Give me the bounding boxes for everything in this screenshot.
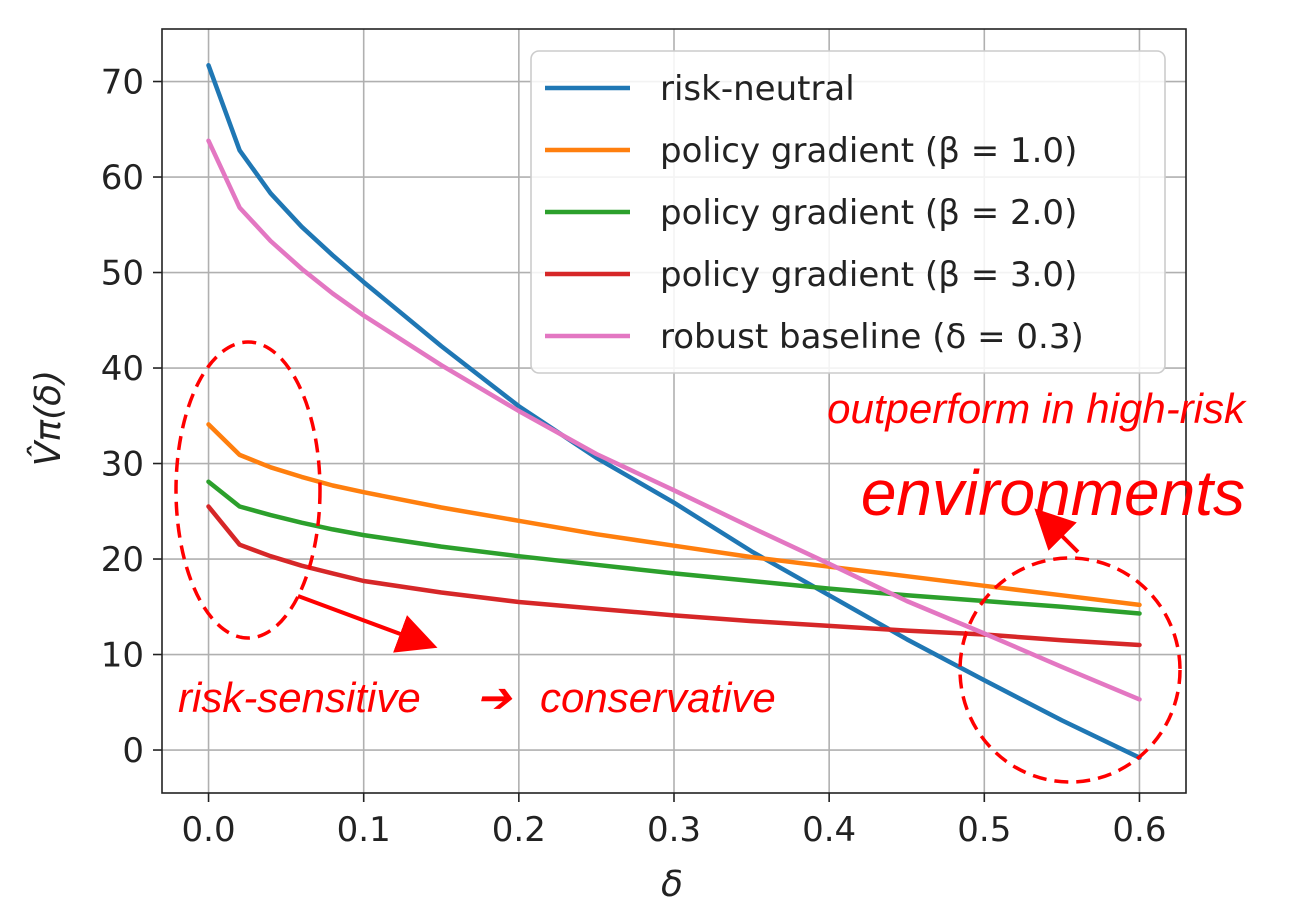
legend-label: policy gradient (β = 2.0) — [660, 193, 1077, 233]
annotation-outperform: outperform in high-risk — [827, 385, 1247, 432]
ticks: 0.0 0.1 0.2 0.3 0.4 0.5 0.6 0 10 20 30 40 50 60 70 — [101, 63, 1167, 850]
y-tick-label: 40 — [101, 349, 144, 389]
legend-label: policy gradient (β = 1.0) — [660, 131, 1077, 171]
y-tick-label: 30 — [101, 445, 144, 485]
series-line-2 — [206, 479, 1142, 616]
y-tick-label: 50 — [101, 254, 144, 294]
y-tick-label: 10 — [101, 636, 144, 676]
x-tick-label: 0.1 — [337, 810, 391, 850]
x-axis-label: δ — [661, 864, 683, 905]
y-tick-label: 0 — [122, 731, 144, 771]
x-tick-label: 0.5 — [957, 810, 1011, 850]
y-tick-label: 70 — [101, 63, 144, 103]
series-line-3 — [206, 504, 1142, 648]
x-tick-label: 0.4 — [802, 810, 856, 850]
x-tick-label: 0.2 — [492, 810, 546, 850]
series-line-4 — [206, 138, 1142, 702]
y-tick-label: 20 — [101, 540, 144, 580]
annotation-arrow-glyph: ➔ — [476, 674, 513, 721]
legend-label: robust baseline (δ = 0.3) — [660, 317, 1084, 357]
x-tick-label: 0.6 — [1112, 810, 1166, 850]
series-line-1 — [206, 422, 1142, 608]
series-layer — [206, 63, 1142, 760]
annotation-risk-sensitive: risk-sensitive — [178, 674, 421, 721]
annotation-environments: environments — [861, 457, 1245, 529]
legend-box — [530, 50, 1166, 374]
annotation-conservative: conservative — [540, 674, 776, 721]
legend-label: risk-neutral — [660, 69, 855, 109]
annotation-layer: outperform in high-risk environments ris… — [174, 340, 1247, 784]
legend: risk-neutral policy gradient (β = 1.0) pol… — [530, 50, 1166, 374]
y-tick-label: 60 — [101, 158, 144, 198]
left-dashed-ellipse — [174, 340, 322, 640]
x-tick-label: 0.0 — [182, 810, 236, 850]
x-tick-label: 0.3 — [647, 810, 701, 850]
right-dashed-ellipse — [958, 556, 1182, 784]
legend-label: policy gradient (β = 3.0) — [660, 255, 1077, 295]
right-arrow — [1034, 508, 1080, 554]
left-arrow — [297, 594, 438, 653]
y-axis-label: V̂π(δ) — [26, 370, 69, 466]
